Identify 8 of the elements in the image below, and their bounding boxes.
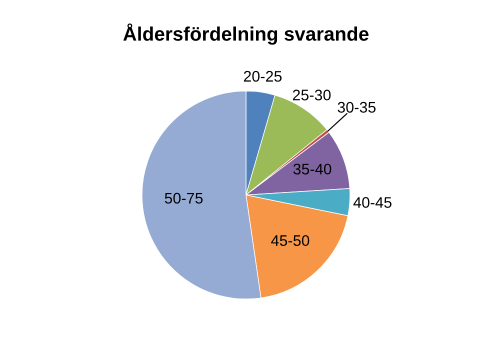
slice-label: 50-75	[164, 192, 203, 204]
slice-label: 25-30	[292, 90, 331, 100]
slice-label: 40-45	[353, 197, 392, 208]
chart-title: Åldersfördelning svarande	[123, 23, 369, 45]
slice-label: 45-50	[271, 235, 310, 246]
slice-label: 20-25	[244, 70, 282, 82]
slice-label: 30-35	[338, 102, 376, 113]
slice-label: 35-40	[293, 164, 332, 175]
